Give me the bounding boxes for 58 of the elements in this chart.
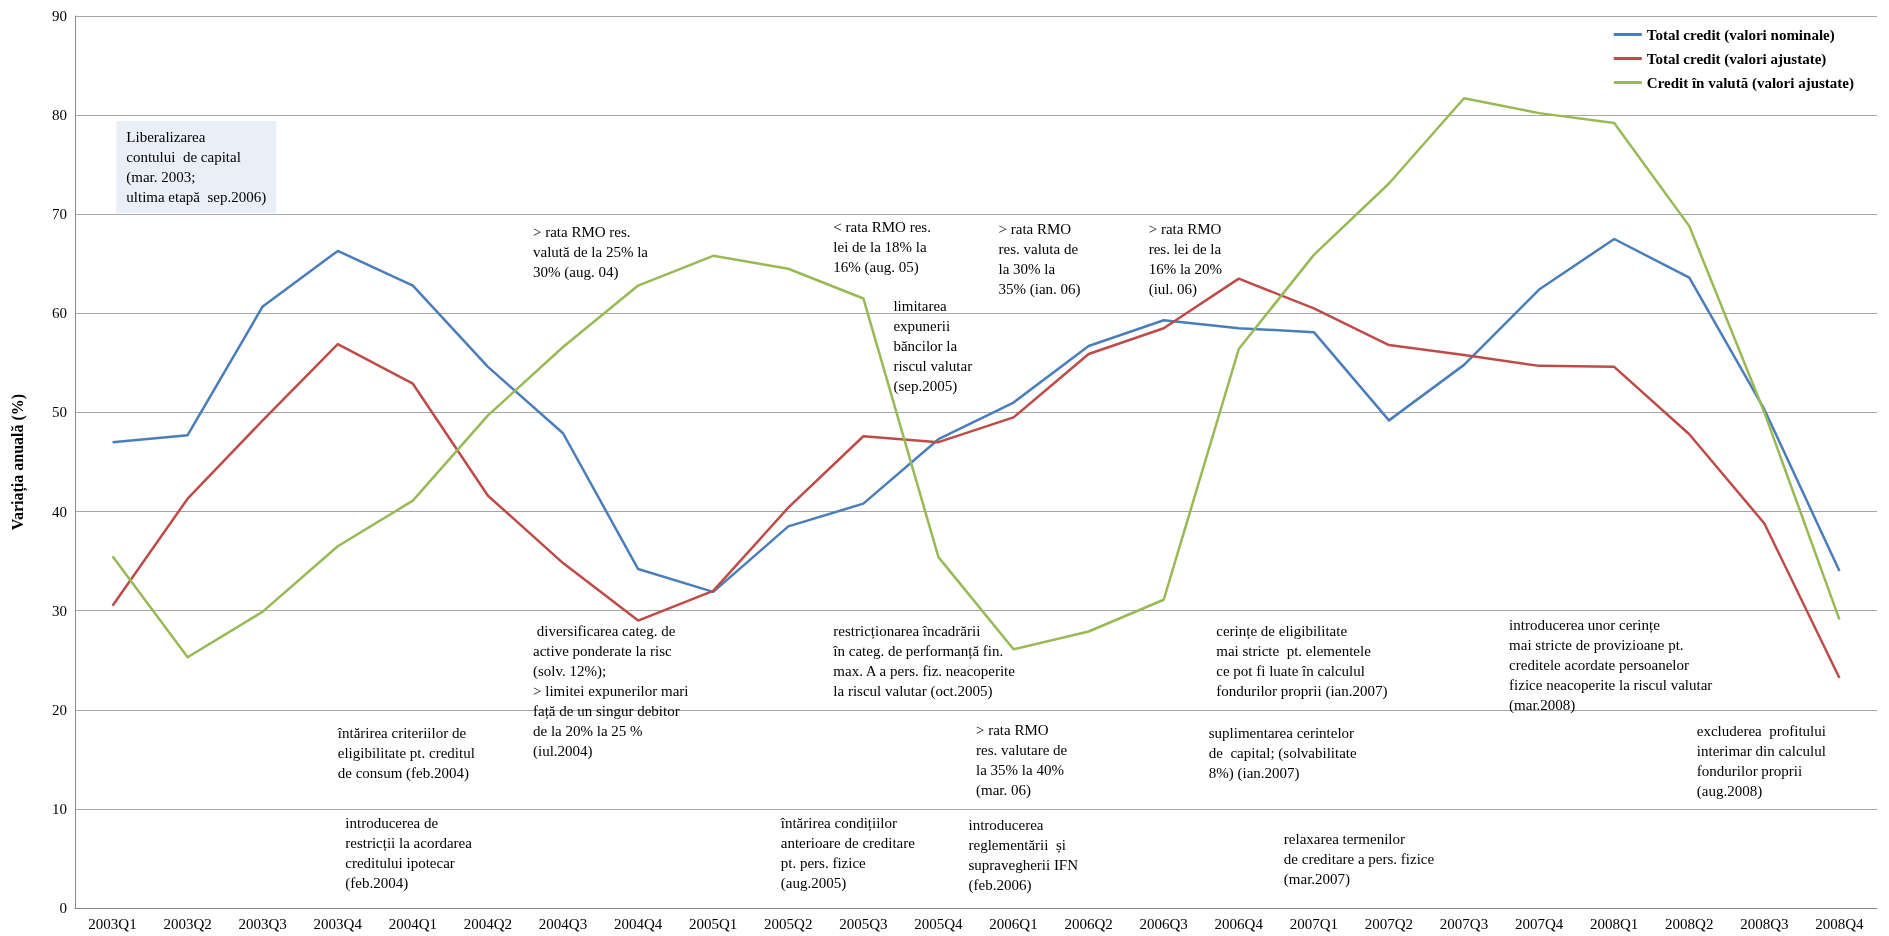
annotation: Liberalizarea contului de capital (mar. 2003; ultima etapă sep.2006) bbox=[126, 129, 267, 207]
x-tick-label: 2003Q2 bbox=[163, 915, 212, 932]
x-tick-label: 2005Q3 bbox=[839, 915, 888, 932]
x-tick-label: 2005Q1 bbox=[689, 915, 738, 932]
y-tick-label: 10 bbox=[52, 800, 67, 817]
line-series bbox=[111, 237, 1841, 594]
y-axis-title: Variația anuală (%) bbox=[8, 393, 28, 531]
y-tick-label: 30 bbox=[52, 602, 67, 619]
annotation: limitarea expunerii băncilor la riscul valutar (sep.2005) bbox=[893, 298, 973, 396]
x-tick-label: 2005Q2 bbox=[764, 915, 813, 932]
x-tick-label: 2006Q1 bbox=[989, 915, 1038, 932]
y-tick-label: 80 bbox=[52, 107, 67, 124]
annotation: relaxarea termenilor de creditare a pers. fizice (mar.2007) bbox=[1283, 830, 1435, 888]
annotation: introducerea de restricții la acordarea creditului ipotecar (feb.2004) bbox=[345, 814, 473, 892]
x-tick-label: 2003Q3 bbox=[238, 915, 287, 932]
annotation: diversificarea categ. de active ponderate la risc (solv. 12%); > limitei expunerilor mari față de un singur debitor de la 20% la 25 % (iul.2004) bbox=[533, 622, 689, 760]
annotation: > rata RMO res. valută de la 25% la 30% (aug. 04) bbox=[533, 224, 649, 282]
annotation: < rata RMO res. lei de la 18% la 16% (aug. 05) bbox=[833, 219, 931, 277]
y-tick-label: 90 bbox=[52, 8, 67, 24]
x-tick-label: 2003Q1 bbox=[88, 915, 137, 932]
x-tick-label: 2007Q1 bbox=[1289, 915, 1339, 932]
annotation: > rata RMO res. valutare de la 35% la 40% (mar. 06) bbox=[976, 721, 1068, 799]
x-tick-label: 2008Q4 bbox=[1815, 915, 1865, 932]
x-tick-label: 2007Q4 bbox=[1514, 915, 1564, 932]
x-tick-label: 2008Q2 bbox=[1665, 915, 1714, 932]
x-tick-label: 2005Q4 bbox=[914, 915, 964, 932]
x-tick-label: 2006Q4 bbox=[1214, 915, 1264, 932]
y-tick-label: 0 bbox=[59, 900, 67, 916]
annotation: întărirea condițiilor anterioare de creditare pt. pers. fizice (aug.2005) bbox=[779, 814, 916, 892]
x-tick-label: 2004Q4 bbox=[613, 915, 663, 932]
x-tick-label: 2008Q1 bbox=[1590, 915, 1639, 932]
x-tick-label: 2006Q2 bbox=[1064, 915, 1113, 932]
annotation: > rata RMO res. lei de la 16% la 20% (iul. 06) bbox=[1148, 221, 1223, 299]
annotation: cerințe de eligibilitate mai stricte pt. elementele ce pot fi luate în calculul fondurilor proprii (ian.2007) bbox=[1216, 622, 1388, 700]
x-tick-label: 2007Q3 bbox=[1439, 915, 1489, 932]
line-series bbox=[111, 97, 1841, 659]
legend-label: Credit în valută (valori ajustate) bbox=[1646, 74, 1854, 92]
x-tick-label: 2004Q3 bbox=[538, 915, 588, 932]
y-tick-label: 50 bbox=[52, 404, 67, 421]
annotation: suplimentarea cerintelor de capital; (solvabilitate 8%) (ian.2007) bbox=[1208, 724, 1357, 782]
annotation: întărirea criteriilor de eligibilitate pt. creditul de consum (feb.2004) bbox=[336, 724, 475, 782]
annotation: introducerea reglementării și supravegherii IFN (feb.2006) bbox=[968, 816, 1079, 894]
x-tick-label: 2006Q3 bbox=[1139, 915, 1188, 932]
x-tick-label: 2003Q4 bbox=[313, 915, 363, 932]
y-tick-label: 20 bbox=[52, 701, 67, 718]
x-tick-label: 2004Q2 bbox=[463, 915, 513, 932]
annotation: excluderea profitului interimar din calculul fondurilor proprii (aug.2008) bbox=[1696, 722, 1826, 800]
legend-label: Total credit (valori nominale) bbox=[1646, 26, 1835, 44]
annotation: restricționarea încadrării în categ. de performanță fin. max. A a pers. fiz. neacoperite la riscul valutar (oct.2005) bbox=[832, 622, 1016, 700]
y-tick-label: 40 bbox=[52, 503, 67, 520]
annotation: introducerea unor cerințe mai stricte de provizioane pt. creditele acordate persoanelor fizice neacoperite la riscul valutar (mar.2008) bbox=[1509, 616, 1713, 714]
x-tick-label: 2008Q3 bbox=[1740, 915, 1789, 932]
x-tick-label: 2007Q2 bbox=[1364, 915, 1414, 932]
annotation: > rata RMO res. valuta de la 30% la 35% (ian. 06) bbox=[998, 221, 1081, 299]
legend-label: Total credit (valori ajustate) bbox=[1646, 50, 1827, 68]
y-tick-label: 70 bbox=[52, 206, 67, 223]
y-tick-label: 60 bbox=[52, 305, 67, 322]
x-tick-label: 2004Q1 bbox=[388, 915, 438, 932]
